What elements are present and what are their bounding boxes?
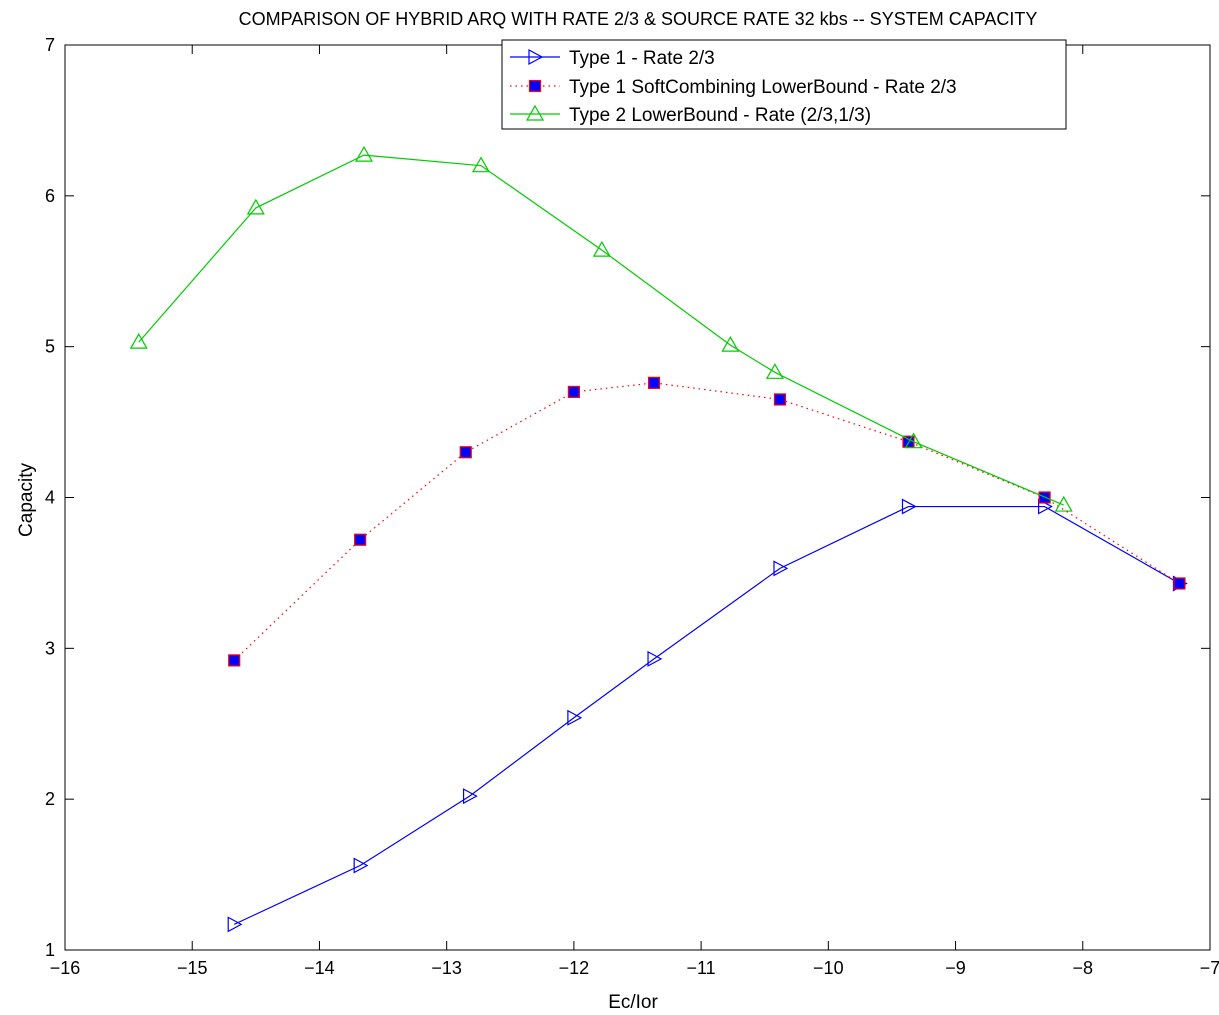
- legend-label-1: Type 1 - Rate 2/3: [569, 48, 715, 69]
- series-1-point: [353, 857, 369, 874]
- plot-area-border: [64, 44, 1211, 951]
- legend-marker-1: [528, 48, 544, 66]
- x-tick-label: −9: [945, 958, 966, 978]
- legend-marker-3: [525, 104, 545, 121]
- series-1-line: [233, 505, 1180, 925]
- series-2-line: [233, 382, 1180, 661]
- legend-box: [501, 39, 1067, 130]
- chart-title: COMPARISON OF HYBRID ARQ WITH RATE 2/3 &…: [239, 9, 1038, 29]
- series-1-point: [227, 916, 243, 933]
- series-1: [227, 498, 1188, 933]
- series-2: [228, 376, 1186, 667]
- series-3-point: [471, 156, 491, 173]
- series-3-point: [129, 332, 148, 349]
- x-tick-label: −12: [559, 958, 590, 978]
- series-1-point: [462, 788, 478, 805]
- y-tick-label: 1: [45, 940, 55, 960]
- series-3-point: [765, 363, 784, 379]
- y-tick-label: 5: [45, 337, 55, 357]
- y-tick-label: 4: [45, 488, 55, 508]
- series-1-point: [647, 650, 663, 667]
- series-3-point: [904, 432, 923, 449]
- legend-marker-2: [528, 79, 542, 93]
- series-3-line: [138, 154, 1064, 506]
- x-tick-label: −7: [1200, 958, 1219, 978]
- series-3-point: [525, 104, 545, 121]
- series-3: [129, 145, 1073, 512]
- series-layer: [129, 145, 1188, 933]
- series-1-point: [773, 560, 789, 577]
- series-2-point: [647, 376, 661, 389]
- series-2-point: [354, 533, 367, 546]
- y-tick-label: 7: [45, 35, 55, 55]
- x-tick-label: −8: [1073, 958, 1094, 978]
- series-3-point: [246, 198, 265, 215]
- series-2-point: [1173, 577, 1186, 590]
- legend-entry-3: Type 2 LowerBound - Rate (2/3,1/3): [510, 104, 871, 126]
- legend-label-2: Type 1 SoftCombining LowerBound - Rate 2…: [569, 77, 957, 98]
- y-tick-label: 2: [45, 789, 55, 809]
- legend-entry-2: Type 1 SoftCombining LowerBound - Rate 2…: [510, 77, 957, 98]
- series-3-point: [1054, 495, 1073, 512]
- y-tick-label: 3: [45, 638, 55, 658]
- series-2-point: [528, 79, 542, 93]
- series-2-point: [567, 385, 580, 399]
- series-1-point: [567, 709, 583, 726]
- plot-frame: [64, 44, 1211, 951]
- series-2-point: [459, 446, 472, 459]
- legend: Type 1 - Rate 2/3 Type 1 SoftCombining L…: [501, 39, 1067, 130]
- x-tick-label: −13: [431, 958, 462, 978]
- legend-entry-1: Type 1 - Rate 2/3: [510, 48, 715, 69]
- x-tick-label: −15: [177, 958, 208, 978]
- x-tick-label: −11: [687, 958, 716, 978]
- x-axis: −16 −15 −14 −13 −12 −11 −10 −9 −8 −7: [50, 45, 1219, 978]
- y-axis-label: Capacity: [16, 463, 37, 537]
- series-2-point: [228, 654, 241, 667]
- series-3-point: [592, 240, 611, 257]
- series-3-point: [721, 335, 740, 352]
- y-axis: 1 2 3 4 5 6 7: [45, 35, 1210, 960]
- series-1-point: [901, 498, 917, 515]
- x-tick-label: −16: [50, 958, 81, 978]
- x-tick-label: −10: [813, 958, 844, 978]
- series-3-point: [354, 145, 374, 162]
- x-tick-label: −14: [304, 958, 335, 978]
- x-axis-label: Ec/Ior: [608, 992, 658, 1013]
- legend-label-3: Type 2 LowerBound - Rate (2/3,1/3): [569, 105, 871, 126]
- series-1-point: [528, 48, 544, 66]
- y-tick-label: 6: [45, 186, 55, 206]
- series-2-point: [773, 393, 787, 406]
